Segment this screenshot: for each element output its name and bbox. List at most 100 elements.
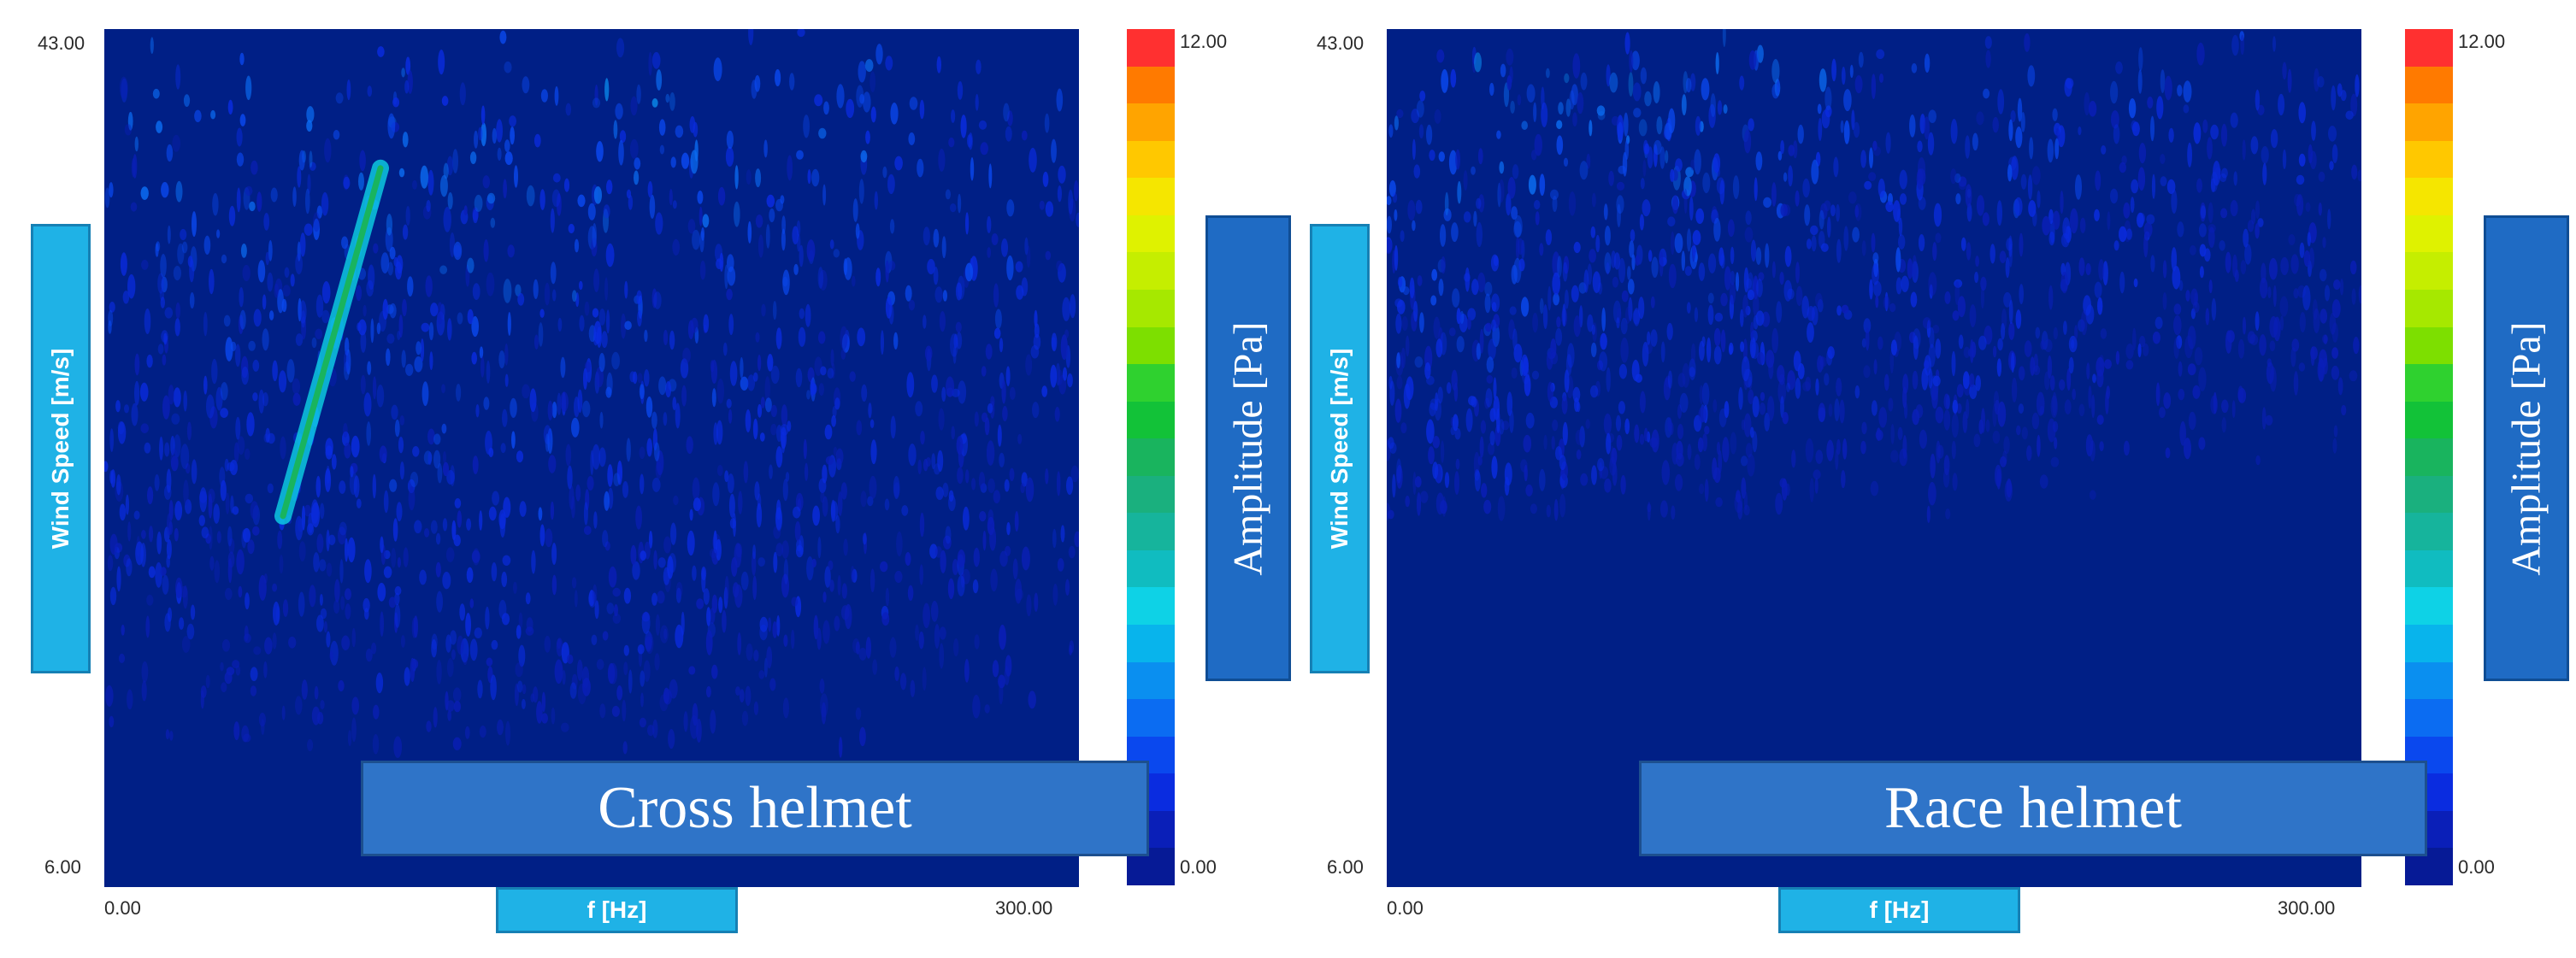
noise-cell	[343, 176, 351, 190]
noise-cell	[692, 229, 700, 250]
noise-cell	[309, 150, 313, 168]
noise-cell	[307, 173, 311, 194]
noise-cell	[1587, 314, 1594, 332]
noise-cell	[159, 289, 165, 301]
noise-cell	[2331, 365, 2340, 380]
noise-cell	[1642, 160, 1647, 177]
noise-cell	[1611, 115, 1619, 126]
noise-cell	[768, 617, 772, 632]
noise-cell	[563, 178, 570, 192]
noise-cell	[1440, 440, 1445, 463]
noise-cell	[1563, 157, 1569, 167]
noise-cell	[606, 309, 610, 334]
noise-cell	[819, 679, 825, 694]
noise-cell	[179, 617, 185, 630]
noise-cell	[2137, 167, 2146, 191]
noise-cell	[1006, 199, 1015, 217]
noise-cell	[1603, 203, 1608, 220]
noise-cell	[592, 223, 597, 248]
noise-cell	[1870, 480, 1879, 497]
noise-cell	[1743, 413, 1752, 438]
noise-cell	[1899, 193, 1907, 205]
noise-cell	[1060, 525, 1065, 543]
noise-cell	[874, 191, 878, 210]
noise-cell	[2293, 288, 2299, 299]
noise-cell	[370, 318, 374, 344]
noise-cell	[598, 447, 606, 467]
noise-cell	[675, 125, 684, 138]
noise-cell	[818, 269, 828, 291]
noise-cell	[216, 531, 221, 544]
noise-cell	[1595, 234, 1600, 253]
noise-cell	[1534, 133, 1542, 156]
noise-cell	[648, 531, 653, 549]
colorbar-swatch	[2405, 326, 2453, 365]
noise-cell	[1899, 169, 1907, 190]
noise-cell	[2208, 224, 2216, 233]
noise-cell	[687, 530, 695, 556]
noise-cell	[2278, 93, 2285, 116]
noise-cell	[782, 697, 790, 719]
noise-cell	[882, 166, 887, 179]
noise-cell	[958, 193, 962, 214]
noise-cell	[552, 173, 561, 183]
noise-cell	[242, 527, 251, 543]
noise-cell	[757, 234, 764, 258]
noise-cell	[1852, 226, 1860, 243]
noise-cell	[1476, 197, 1482, 209]
noise-cell	[1858, 51, 1864, 68]
noise-cell	[572, 290, 577, 303]
noise-cell	[773, 551, 778, 573]
noise-cell	[951, 109, 956, 123]
x-tick-right: 300.00	[2278, 897, 2336, 919]
noise-cell	[135, 541, 144, 566]
noise-cell	[860, 150, 868, 163]
noise-cell	[2075, 174, 2082, 200]
noise-cell	[989, 526, 997, 551]
noise-cell	[356, 285, 363, 302]
noise-cell	[2339, 279, 2344, 296]
noise-cell	[1659, 146, 1665, 169]
noise-cell	[2047, 138, 2054, 163]
noise-cell	[402, 224, 409, 240]
noise-cell	[1638, 119, 1648, 137]
noise-cell	[687, 219, 696, 234]
noise-cell	[233, 721, 240, 741]
noise-cell	[199, 487, 208, 513]
noise-cell	[505, 720, 510, 746]
noise-cell	[915, 401, 923, 417]
noise-cell	[917, 158, 924, 178]
noise-cell	[769, 678, 776, 691]
noise-cell	[431, 639, 437, 658]
noise-cell	[541, 691, 546, 713]
noise-cell	[215, 386, 223, 411]
noise-cell	[124, 124, 133, 136]
noise-cell	[1025, 477, 1035, 503]
noise-cell	[1763, 197, 1772, 209]
noise-cell	[1639, 433, 1645, 445]
noise-cell	[498, 509, 506, 530]
noise-cell	[1590, 342, 1597, 358]
noise-cell	[497, 147, 502, 161]
noise-cell	[1630, 229, 1636, 242]
noise-cell	[161, 276, 168, 293]
noise-cell	[640, 473, 645, 495]
noise-cell	[2314, 68, 2320, 92]
noise-cell	[571, 417, 580, 438]
noise-cell	[988, 163, 993, 189]
noise-cell	[1394, 209, 1398, 221]
noise-cell	[2165, 447, 2171, 459]
noise-cell	[612, 613, 622, 624]
noise-cell	[298, 541, 306, 561]
noise-cell	[557, 638, 562, 649]
noise-cell	[1397, 299, 1406, 314]
noise-cell	[1618, 257, 1626, 284]
noise-cell	[2207, 137, 2213, 160]
noise-cell	[256, 191, 262, 212]
noise-cell	[681, 152, 690, 169]
noise-cell	[1954, 173, 1961, 184]
noise-cell	[1395, 313, 1402, 334]
noise-cell	[646, 438, 652, 457]
noise-cell	[1501, 420, 1510, 431]
noise-cell	[1596, 105, 1606, 116]
